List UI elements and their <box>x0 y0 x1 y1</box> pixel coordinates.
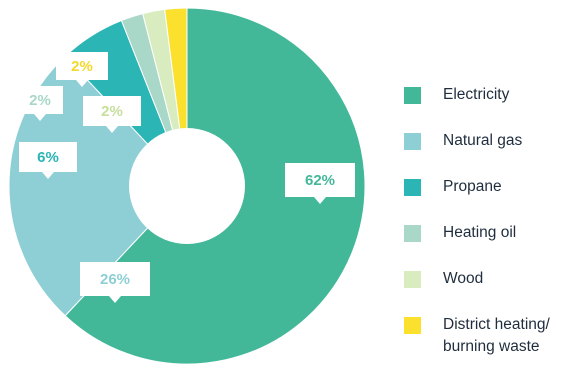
legend-swatch-propane <box>404 179 421 196</box>
legend-swatch-district-heating <box>404 317 421 334</box>
legend-label-heating-oil: Heating oil <box>443 224 517 241</box>
legend-item-district-heating: District heating/ burning waste <box>404 314 550 358</box>
callout-box-electricity <box>285 163 355 204</box>
legend-swatch-heating-oil <box>404 225 421 242</box>
callout-box-natural-gas <box>80 262 150 303</box>
callout-propane: 6% <box>19 142 77 179</box>
legend-item-electricity: Electricity <box>404 84 509 106</box>
legend-item-propane: Propane <box>404 176 502 198</box>
callout-wood: 2% <box>83 96 141 133</box>
callout-electricity: 62% <box>285 163 355 204</box>
slice-natural-gas <box>8 55 188 317</box>
callout-box-heating-oil <box>17 86 63 121</box>
legend-swatch-electricity <box>404 87 421 104</box>
legend-label-district-heating: District heating/ burning waste <box>443 316 550 355</box>
value-label-wood: 2% <box>101 103 123 120</box>
legend-item-natural-gas: Natural gas <box>404 130 522 152</box>
callout-natural-gas: 26% <box>80 262 150 303</box>
legend-swatch-natural-gas <box>404 133 421 150</box>
value-label-electricity: 62% <box>305 172 335 189</box>
legend-label-propane: Propane <box>443 178 502 195</box>
callout-heating-oil: 2% <box>17 86 63 121</box>
legend-item-wood: Wood <box>404 268 483 290</box>
value-label-natural-gas: 26% <box>100 271 130 288</box>
legend-label-natural-gas: Natural gas <box>443 132 523 149</box>
legend-label-electricity: Electricity <box>443 86 510 103</box>
donut-hole <box>129 128 245 244</box>
value-label-propane: 6% <box>37 149 59 166</box>
callout-box-wood <box>83 96 141 133</box>
legend-item-heating-oil: Heating oil <box>404 222 516 244</box>
value-label-district-heating: 2% <box>71 58 93 75</box>
callout-box-propane <box>19 142 77 179</box>
value-label-heating-oil: 2% <box>29 92 51 109</box>
callout-district-heating: 2% <box>56 52 108 87</box>
legend-swatch-wood <box>404 271 421 288</box>
callout-box-district-heating <box>56 52 108 87</box>
value-callouts: 62% 26% 6% 2% 2% 2% <box>17 52 355 303</box>
legend-label-wood: Wood <box>443 270 484 287</box>
